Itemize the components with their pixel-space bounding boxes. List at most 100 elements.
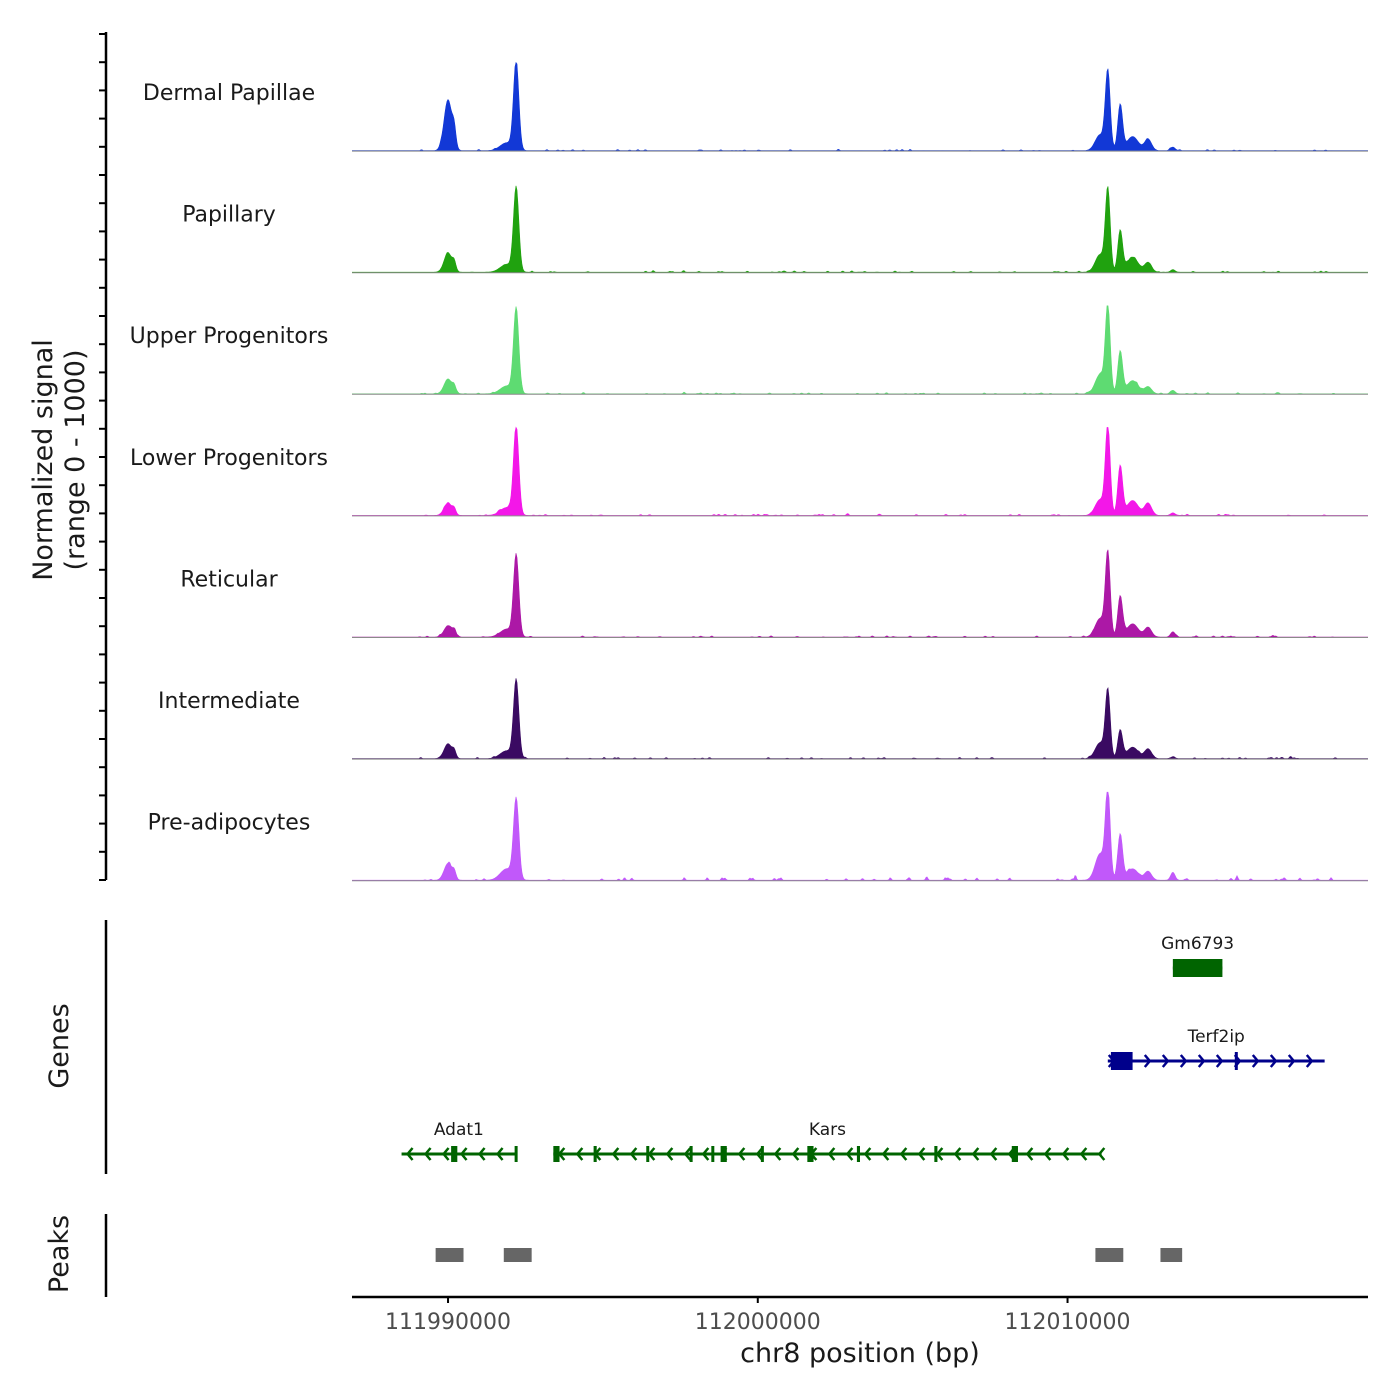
strand-arrow [1061, 1147, 1070, 1161]
track-lower-progenitors: Lower Progenitors [130, 426, 1368, 517]
exon [934, 1146, 938, 1162]
strand-arrow [989, 1147, 998, 1161]
strand-arrow [1215, 1054, 1224, 1068]
strand-arrow [827, 1147, 836, 1161]
peak-region [1160, 1248, 1183, 1262]
strand-arrow [971, 1147, 980, 1161]
exon [720, 1146, 727, 1162]
x-tick-label: 111990000 [385, 1310, 511, 1335]
strand-arrow [1097, 1147, 1106, 1161]
exon [711, 1146, 715, 1162]
signal-tracks: Dermal Papillae Papillary Upper Progenitor… [130, 61, 1368, 882]
x-axis: 111990000 112000000 112010000 [352, 1295, 1368, 1335]
strand-arrow [917, 1147, 926, 1161]
exon [514, 1146, 518, 1162]
exon [1110, 1052, 1133, 1070]
y-axis-title-line1: Normalized signal [28, 339, 59, 581]
strand-arrow [953, 1147, 962, 1161]
strand-arrow [441, 1147, 450, 1161]
strand-arrow [899, 1147, 908, 1161]
exon [1011, 1146, 1018, 1162]
exon [451, 1146, 458, 1162]
signal-area [352, 678, 1368, 759]
signal-area [352, 185, 1368, 273]
strand-arrow [683, 1147, 692, 1161]
signal-area [352, 305, 1368, 395]
strand-arrow [459, 1147, 468, 1161]
track-papillary: Papillary [182, 185, 1368, 274]
strand-arrow [1179, 1054, 1188, 1068]
track-dermal-papillae: Dermal Papillae [143, 61, 1368, 152]
gene-label: Gm6793 [1161, 934, 1234, 954]
exon [760, 1146, 764, 1162]
strand-arrow [1161, 1054, 1170, 1068]
track-label: Intermediate [158, 689, 300, 714]
peak-region [435, 1248, 464, 1262]
strand-arrow [423, 1147, 432, 1161]
strand-arrow [611, 1147, 620, 1161]
x-tick-label: 112010000 [1005, 1310, 1131, 1335]
strand-arrow [755, 1147, 764, 1161]
track-label: Upper Progenitors [130, 324, 329, 349]
strand-arrow [1269, 1054, 1278, 1068]
gene-terf2ip: Terf2ip [1107, 1027, 1325, 1070]
peaks-panel-title: Peaks [44, 1215, 75, 1293]
track-reticular: Reticular [180, 549, 1368, 638]
strand-arrow [665, 1147, 674, 1161]
strand-arrow [1043, 1147, 1052, 1161]
x-tick-label: 112000000 [695, 1310, 821, 1335]
strand-arrow [1143, 1054, 1152, 1068]
signal-area [352, 549, 1368, 638]
peak-regions [435, 1248, 1183, 1262]
track-label: Pre-adipocytes [148, 811, 311, 836]
track-label: Lower Progenitors [130, 446, 328, 471]
exon [1172, 959, 1223, 977]
strand-arrow [495, 1147, 504, 1161]
gene-annotations: Gm6793 Terf2ip Adat1 Kars [401, 934, 1325, 1162]
strand-arrow [1251, 1054, 1260, 1068]
strand-arrow [1287, 1054, 1296, 1068]
strand-arrow [791, 1147, 800, 1161]
strand-arrow [737, 1147, 746, 1161]
track-pre-adipocytes: Pre-adipocytes [148, 791, 1368, 882]
strand-arrow [1197, 1054, 1206, 1068]
strand-arrow [701, 1147, 710, 1161]
strand-arrow [575, 1147, 584, 1161]
gene-label: Kars [809, 1120, 846, 1140]
x-axis-title: chr8 position (bp) [740, 1338, 980, 1369]
exon [553, 1146, 560, 1162]
strand-arrow [629, 1147, 638, 1161]
track-label: Reticular [180, 567, 278, 592]
strand-arrow [881, 1147, 890, 1161]
exon [646, 1146, 650, 1162]
gene-label: Terf2ip [1187, 1027, 1245, 1047]
signal-area [352, 791, 1368, 881]
strand-arrow [477, 1147, 486, 1161]
strand-arrow [1079, 1147, 1088, 1161]
exon [856, 1146, 860, 1162]
gene-kars: Kars [553, 1120, 1106, 1162]
track-upper-progenitors: Upper Progenitors [130, 305, 1368, 395]
peak-region [503, 1248, 532, 1262]
gene-label: Adat1 [434, 1120, 484, 1140]
y-axis-title-line2: (range 0 - 1000) [60, 350, 91, 571]
left-axes [99, 32, 108, 1297]
strand-arrow [773, 1147, 782, 1161]
gene-gm6793: Gm6793 [1161, 934, 1234, 977]
peak-region [1095, 1248, 1124, 1262]
genes-panel-title: Genes [44, 1003, 75, 1088]
track-label: Dermal Papillae [143, 81, 315, 106]
strand-arrow [1305, 1054, 1314, 1068]
track-intermediate: Intermediate [158, 678, 1368, 760]
signal-area [352, 426, 1368, 516]
strand-arrow [647, 1147, 656, 1161]
exon [593, 1146, 597, 1162]
strand-arrow [863, 1147, 872, 1161]
exon [689, 1146, 693, 1162]
track-label: Papillary [182, 203, 276, 228]
strand-arrow [1025, 1147, 1034, 1161]
signal-area [352, 61, 1368, 151]
gene-adat1: Adat1 [401, 1120, 518, 1162]
strand-arrow [405, 1147, 414, 1161]
